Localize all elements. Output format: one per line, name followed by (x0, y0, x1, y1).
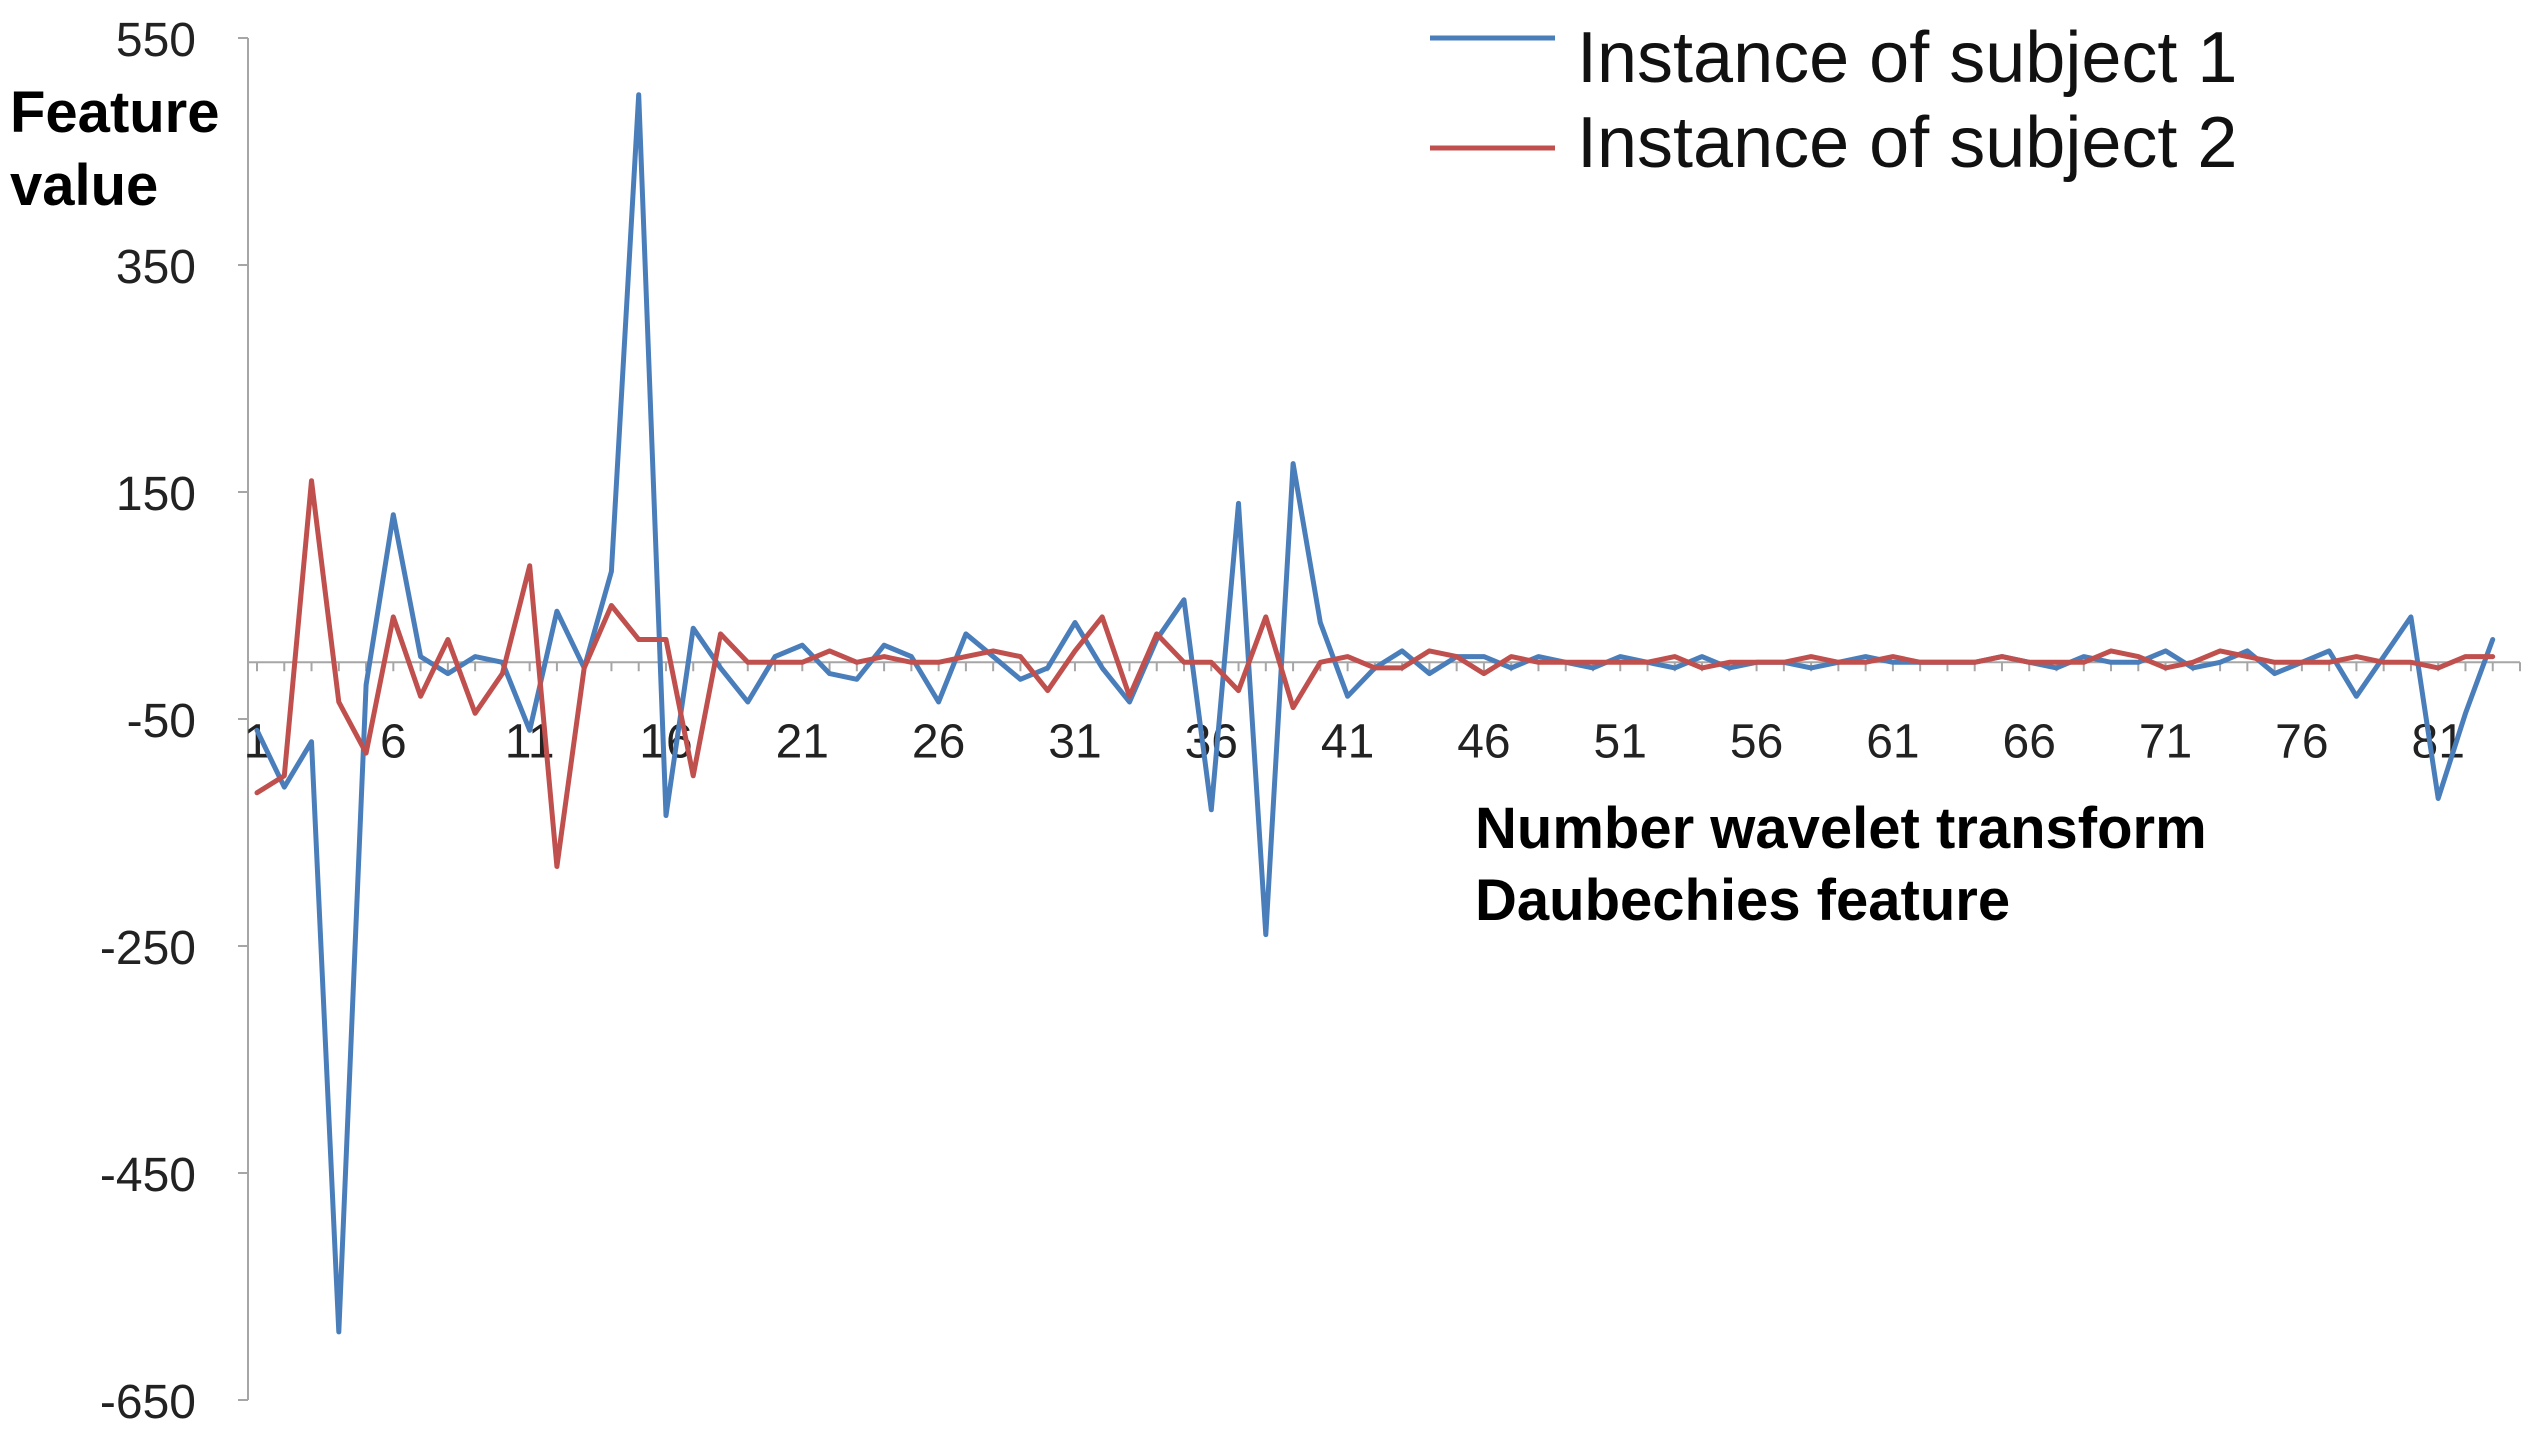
y-tick-label: 150 (116, 468, 196, 521)
x-tick-label: 46 (1457, 715, 1510, 768)
y-axis-title-line-1: Feature (10, 80, 220, 145)
y-axis-title-line-2: value (10, 153, 158, 218)
y-axis: 550 350 150 -50 -250 -450 -650 (100, 14, 249, 1429)
x-tick-label: 36 (1185, 715, 1238, 768)
x-tick-label: 51 (1594, 715, 1647, 768)
y-tick-label: -250 (100, 922, 196, 975)
x-tick-label: 21 (776, 715, 829, 768)
y-tick-label: -50 (127, 695, 196, 748)
legend: Instance of subject 1 Instance of subjec… (1430, 18, 2237, 183)
x-tick-label: 6 (380, 715, 407, 768)
x-tick-label: 76 (2275, 715, 2328, 768)
x-tick-label: 66 (2003, 715, 2056, 768)
x-tick-label: 31 (1048, 715, 1101, 768)
series-line-subject-2 (254, 478, 2496, 869)
y-tick-label: 550 (116, 14, 196, 67)
x-axis-title-line-2: Daubechies feature (1475, 868, 2010, 933)
legend-label-subject-2: Instance of subject 2 (1577, 103, 2237, 183)
x-tick-label: 56 (1730, 715, 1783, 768)
x-tick-label: 71 (2139, 715, 2192, 768)
y-tick-label: 350 (116, 241, 196, 294)
legend-label-subject-1: Instance of subject 1 (1577, 18, 2237, 98)
y-tick-label: -450 (100, 1149, 196, 1202)
x-tick-label: 41 (1321, 715, 1374, 768)
x-tick-label: 1 (244, 715, 271, 768)
x-tick-label: 26 (912, 715, 965, 768)
series-layer (254, 92, 2496, 1335)
x-tick-label: 61 (1866, 715, 1919, 768)
x-axis-title-line-1: Number wavelet transform (1475, 796, 2207, 861)
y-tick-label: -650 (100, 1376, 196, 1429)
series-line-subject-1 (254, 92, 2496, 1335)
